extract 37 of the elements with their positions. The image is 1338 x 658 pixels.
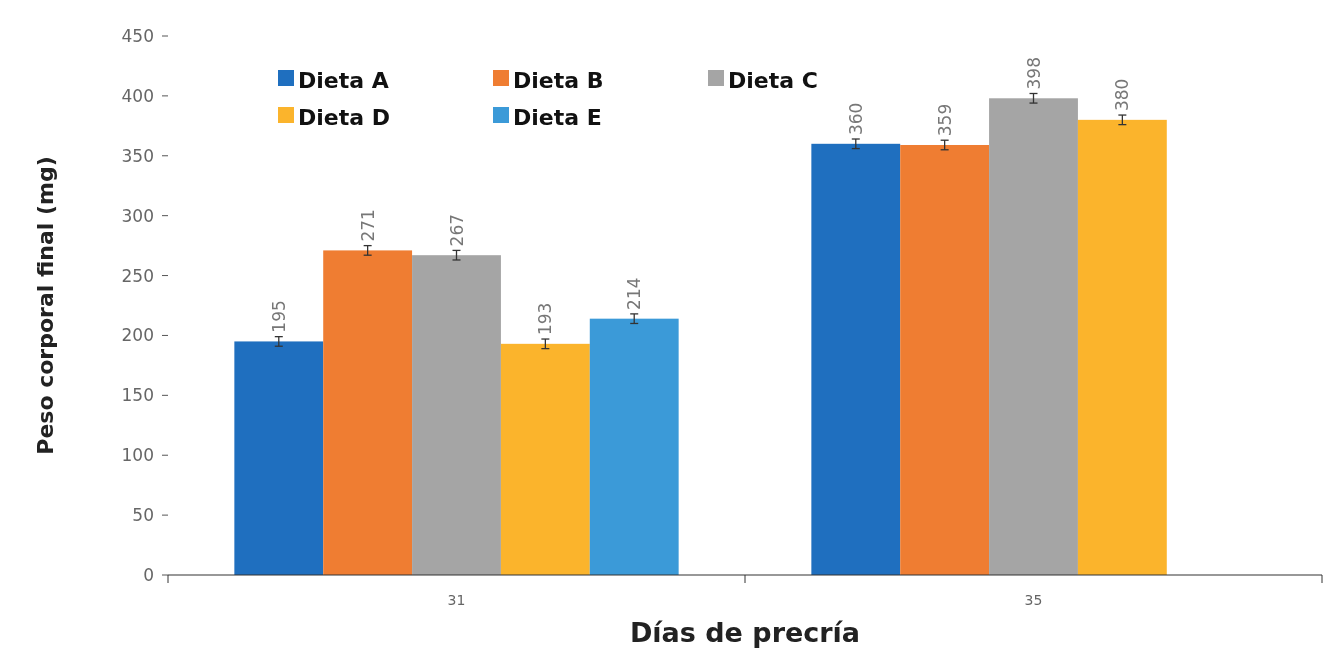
- data-label: 193: [535, 302, 556, 336]
- y-tick-label: 250: [121, 265, 154, 286]
- y-tick-label: 300: [121, 205, 154, 226]
- data-label: 195: [268, 300, 289, 333]
- x-tick-label: 35: [1024, 592, 1043, 608]
- bar: [589, 318, 679, 575]
- bar: [1077, 119, 1167, 575]
- y-tick-label: 400: [121, 85, 154, 106]
- legend-label: Dieta C: [728, 67, 818, 93]
- bar: [234, 341, 324, 575]
- legend-label: Dieta A: [298, 67, 389, 93]
- y-tick-label: 450: [121, 25, 154, 46]
- bar: [323, 250, 413, 575]
- bar: [989, 98, 1078, 575]
- y-tick-label: 200: [121, 325, 154, 346]
- bar: [900, 145, 990, 575]
- y-tick-label: 100: [121, 445, 154, 466]
- data-label: 267: [446, 213, 467, 247]
- data-label: 398: [1023, 57, 1044, 90]
- data-label: 380: [1112, 78, 1133, 112]
- x-axis-title: Días de precría: [629, 617, 861, 648]
- data-label: 271: [357, 209, 378, 242]
- bar: [500, 343, 590, 575]
- y-tick-label: 0: [143, 564, 154, 585]
- y-tick-label: 350: [121, 145, 154, 166]
- legend-label: Dieta E: [513, 104, 602, 130]
- data-label: 360: [845, 102, 866, 136]
- data-label: 214: [624, 277, 645, 310]
- data-label: 359: [934, 103, 955, 137]
- y-axis-title: Peso corporal final (mg): [33, 156, 58, 455]
- y-tick-label: 150: [121, 385, 154, 406]
- y-tick-label: 50: [132, 505, 154, 526]
- bar: [811, 143, 901, 575]
- x-tick-label: 31: [447, 592, 466, 608]
- legend-label: Dieta B: [513, 67, 604, 93]
- legend-label: Dieta D: [298, 104, 391, 130]
- bar: [412, 255, 501, 575]
